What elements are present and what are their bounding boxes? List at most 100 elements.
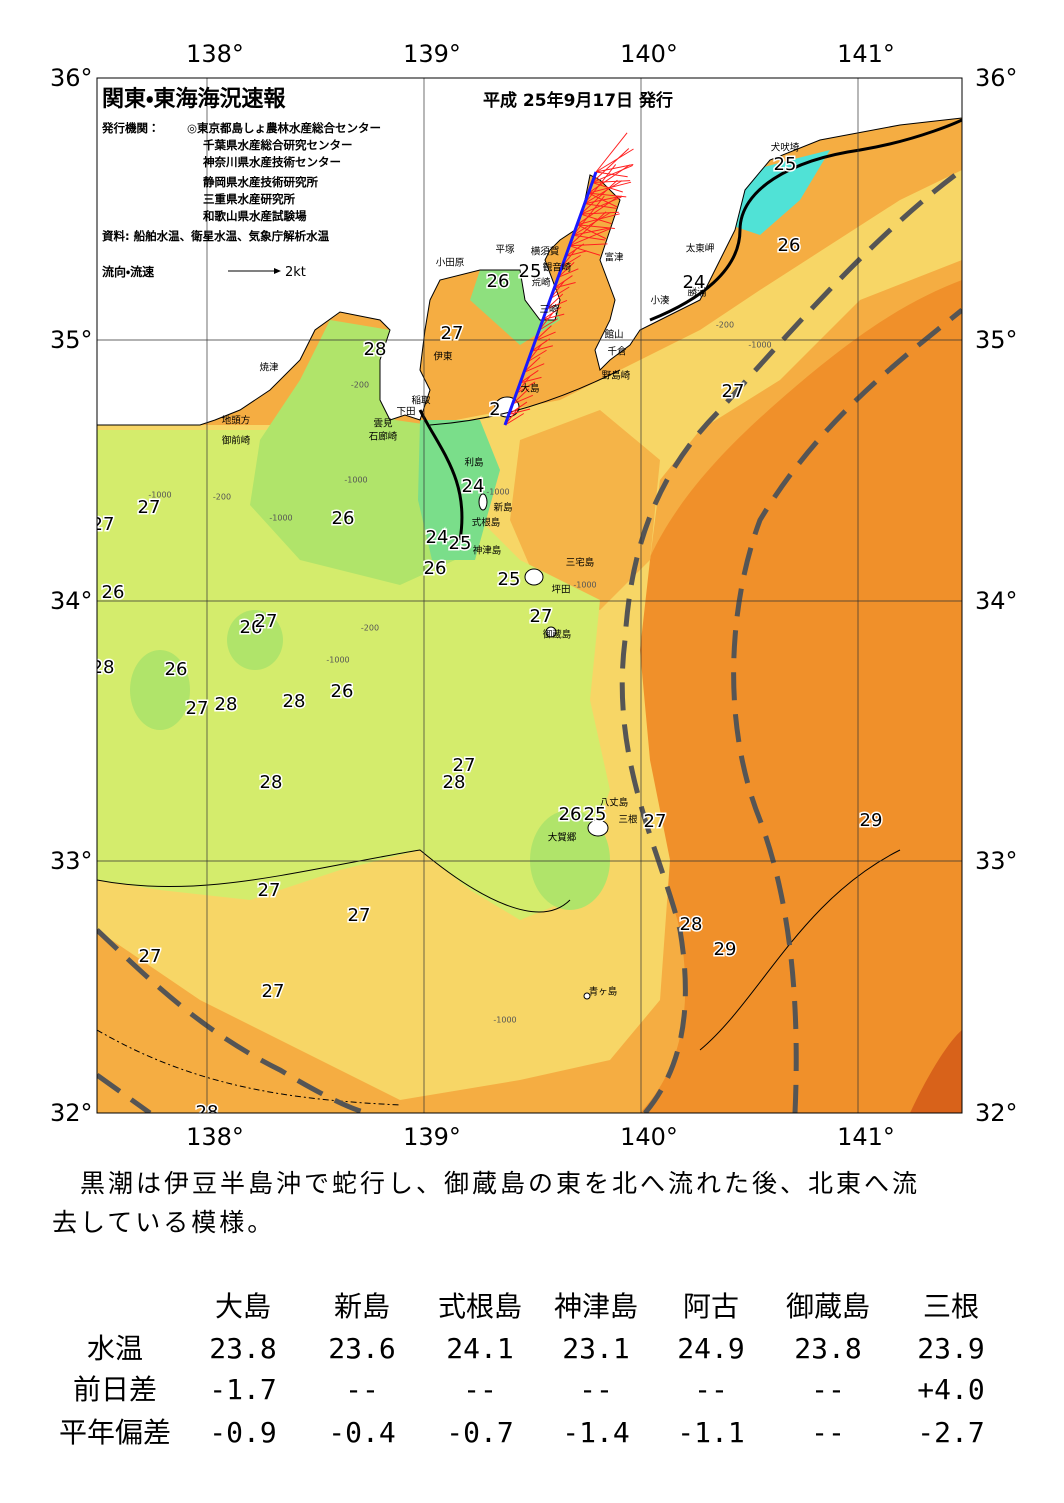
island	[545, 626, 557, 638]
temperature-label: 25	[584, 804, 607, 825]
current-vector	[523, 363, 545, 373]
lon-label: 138°	[186, 1123, 244, 1151]
sea-hottest	[910, 1030, 962, 1113]
place-name: 観音崎	[543, 262, 572, 274]
isotherm	[97, 849, 571, 913]
temperature-label: 26	[424, 558, 447, 579]
place-name: 犬吠埼	[771, 142, 800, 154]
place-name: 三宅島	[566, 557, 595, 569]
front	[649, 118, 962, 322]
place-name: 大賀郷	[548, 832, 577, 844]
current-vector	[534, 325, 552, 342]
current-vector	[546, 293, 564, 310]
place-name: 焼津	[259, 362, 279, 374]
temperature-label: 28	[92, 657, 115, 678]
current-vector	[512, 388, 530, 405]
temperature-label: 26	[487, 271, 510, 292]
row-label: 水温	[87, 1332, 143, 1365]
depth-label: -200	[213, 493, 231, 502]
column-header: 式根島	[438, 1290, 522, 1323]
isotherm	[429, 369, 621, 426]
table-cell: -0.7	[446, 1416, 513, 1449]
lat-label: 36°	[50, 64, 93, 92]
temperature-label: 27	[262, 981, 285, 1002]
current-vector	[569, 245, 601, 256]
temperature-label: 29	[860, 810, 883, 831]
current-vector	[569, 243, 608, 247]
temperature-label: 28	[680, 914, 703, 935]
depth-label: -1000	[148, 491, 171, 500]
table-cell: +4.0	[917, 1373, 984, 1406]
temperature-label: 2	[489, 399, 500, 420]
current-vector	[561, 254, 581, 268]
issue-date: 平成 25年9月17日 発行	[483, 90, 673, 111]
depth-label: -1000	[486, 488, 509, 497]
kuroshio-edge	[731, 308, 962, 1113]
current-vector	[595, 163, 634, 173]
temperature-label: 24	[462, 476, 485, 497]
column-header: 大島	[215, 1290, 271, 1323]
issuer: 和歌山県水産試験場	[203, 209, 307, 223]
temperature-label: 28	[364, 339, 387, 360]
place-name: 下田	[396, 407, 415, 418]
issuer: ◎東京都島しょ農林水産総合センター	[187, 121, 381, 135]
temperature-label: 28	[215, 694, 238, 715]
header: 関東・東海海況速報 平成 25年9月17日 発行 発行機関： 資料: 船舶水温、…	[101, 86, 673, 280]
current-vector	[554, 282, 576, 289]
island	[587, 819, 609, 837]
land	[97, 78, 962, 426]
column-header: 新島	[334, 1290, 390, 1323]
place-name: 館山	[604, 329, 623, 341]
current-vector	[572, 195, 605, 236]
current-vector	[573, 227, 611, 236]
table-cell: 23.1	[562, 1332, 629, 1365]
temperature-label: 25	[774, 154, 797, 175]
table-cell: --	[579, 1373, 613, 1406]
temperature-label: 24	[426, 527, 449, 548]
current-vector	[592, 180, 631, 184]
table-cell: -1.1	[677, 1416, 744, 1449]
place-name: 小田原	[436, 258, 465, 269]
table-cell: -0.9	[209, 1416, 276, 1449]
current-vector	[595, 132, 628, 173]
isotherm	[97, 1029, 401, 1106]
column-header: 三根	[923, 1290, 979, 1323]
current-vector	[557, 262, 575, 278]
table-cell: --	[811, 1416, 845, 1449]
table-cell: -0.4	[328, 1416, 395, 1449]
temperature-label: 26	[332, 508, 355, 529]
column-header: 阿古	[683, 1290, 739, 1323]
place-name: 富津	[604, 252, 624, 264]
current-vector	[592, 164, 633, 184]
table-cell: --	[811, 1373, 845, 1406]
current-vector	[512, 394, 534, 405]
lon-label: 140°	[620, 40, 678, 68]
place-name: 石廊崎	[369, 431, 398, 443]
current-vector	[580, 179, 618, 215]
temperature-label: 26	[102, 582, 125, 603]
current-vector	[520, 376, 542, 384]
temperature-label: 27	[530, 606, 553, 627]
temperature-label: 29	[714, 939, 737, 960]
isotherm	[699, 849, 901, 1051]
temperature-label: 27	[722, 381, 745, 402]
current-vector	[516, 381, 536, 394]
legend-label: 流向・流速	[102, 264, 154, 279]
lat-label: 32°	[50, 1099, 93, 1127]
table-cell: --	[694, 1373, 728, 1406]
paragraph-line: 黒潮は伊豆半島沖で蛇行し、御蔵島の東を北へ流れた後、北東へ流	[80, 1169, 920, 1198]
front	[418, 409, 464, 541]
axes: 138° 138° 139° 139° 140° 140° 141° 141° 36° 36° 35…	[50, 40, 1018, 1151]
temperature-label: 26	[559, 804, 582, 825]
current-vector	[508, 408, 531, 415]
current-vector	[535, 331, 556, 342]
title: 関東・東海海況速報	[102, 86, 286, 112]
current-vector	[580, 211, 619, 215]
island	[524, 568, 544, 586]
sea-cold	[530, 810, 610, 910]
temperature-label: 27	[348, 905, 371, 926]
